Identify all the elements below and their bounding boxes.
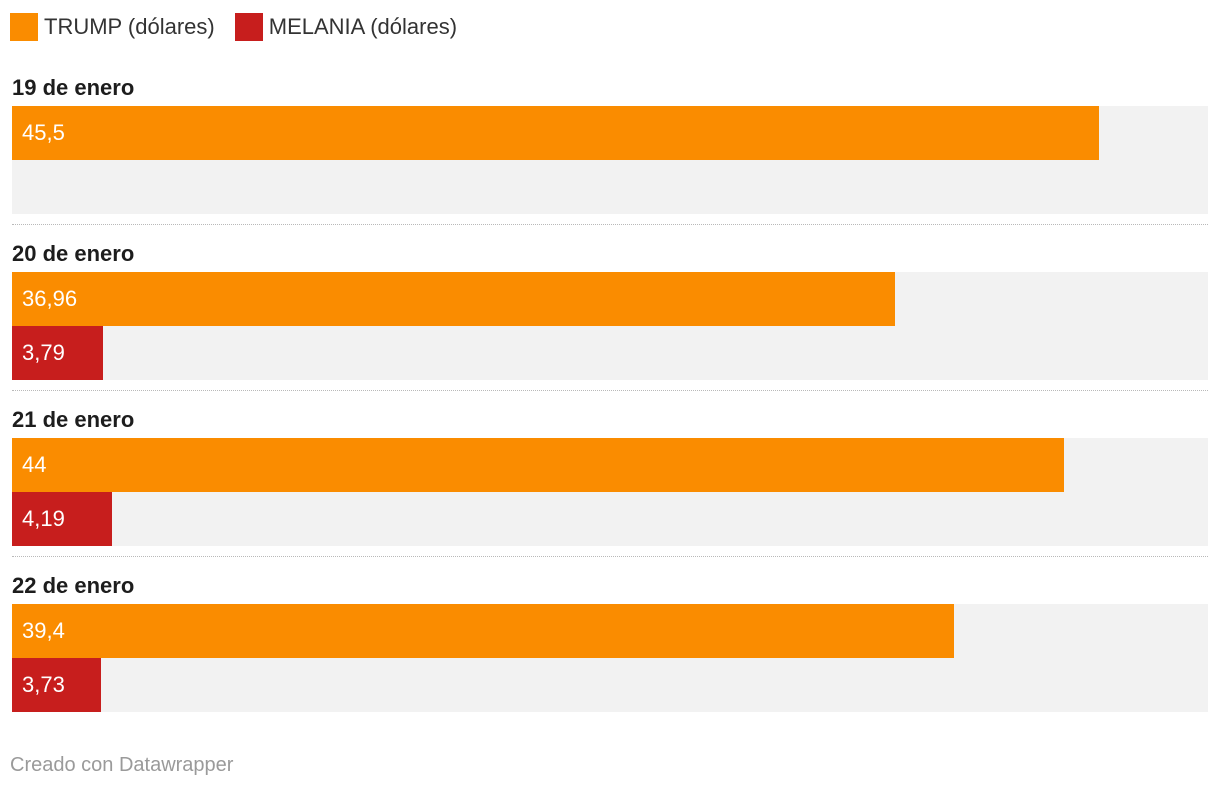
bar-track: 3,79 — [12, 326, 1208, 380]
bar-track: 36,96 — [12, 272, 1208, 326]
bar-group: 21 de enero 44 4,19 — [12, 402, 1208, 546]
group-separator — [12, 390, 1208, 391]
bar-group: 22 de enero 39,4 3,73 — [12, 568, 1208, 712]
value-label: 45,5 — [22, 120, 65, 145]
legend-label: TRUMP (dólares) — [44, 14, 215, 39]
category-label: 21 de enero — [12, 407, 135, 432]
bar-melania — [12, 326, 103, 380]
value-label: 36,96 — [22, 286, 78, 311]
legend-item-trump: TRUMP (dólares) — [10, 13, 215, 41]
bar-track: 39,4 — [12, 604, 1208, 658]
category-label: 22 de enero — [12, 573, 135, 598]
bar-trump — [12, 604, 954, 658]
value-label: 44 — [22, 452, 47, 477]
bar-trump — [12, 438, 1064, 492]
chart-credit: Creado con Datawrapper — [10, 754, 234, 776]
legend-swatch — [234, 13, 263, 41]
bar-group: 20 de enero 36,96 3,79 — [12, 236, 1208, 380]
category-label: 19 de enero — [12, 75, 135, 100]
legend-item-melania: MELANIA (dólares) — [234, 13, 458, 41]
bar-track: 44 — [12, 438, 1208, 492]
bar-trump — [12, 106, 1099, 160]
category-label: 20 de enero — [12, 241, 135, 266]
chart-legend: TRUMP (dólares) MELANIA (dólares) — [10, 12, 477, 42]
value-label: 3,79 — [22, 340, 65, 365]
legend-swatch — [10, 13, 38, 41]
value-label: 3,73 — [22, 672, 65, 697]
bar-melania — [12, 492, 112, 546]
bar-track: 3,73 — [12, 658, 1208, 712]
group-separator — [12, 224, 1208, 225]
bar-group: 19 de enero 45,5 — [12, 70, 1208, 214]
bar-trump — [12, 272, 895, 326]
bar-track: 45,5 — [12, 106, 1208, 160]
legend-label: MELANIA (dólares) — [268, 14, 458, 39]
bar-melania — [12, 658, 101, 712]
value-label: 39,4 — [22, 618, 65, 643]
bar-track — [12, 160, 1208, 214]
group-separator — [12, 556, 1208, 557]
value-label: 4,19 — [22, 506, 65, 531]
bar-track: 4,19 — [12, 492, 1208, 546]
